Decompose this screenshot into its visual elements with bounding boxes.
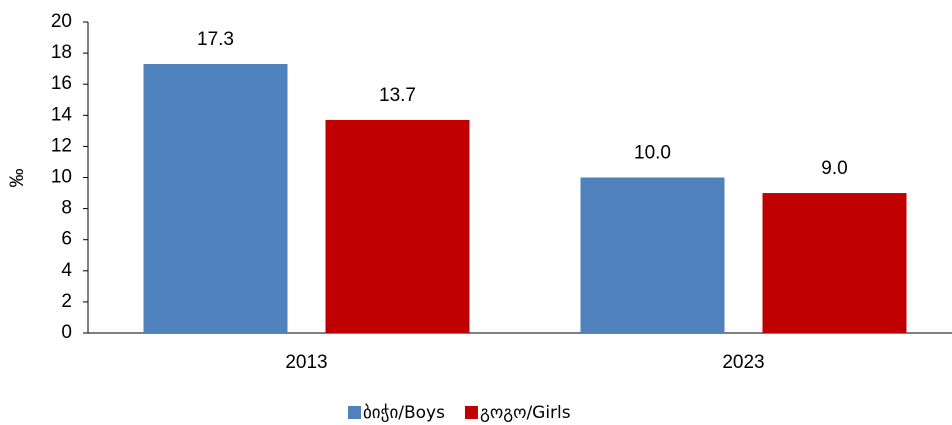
legend-text: ბიჭი/Boys	[363, 403, 445, 423]
bar	[143, 63, 288, 334]
y-axis-label: ‰	[7, 169, 28, 188]
bar	[580, 177, 725, 333]
y-tick-label: 12	[51, 135, 72, 156]
y-tick-label: 4	[61, 260, 72, 281]
legend-swatch	[464, 406, 478, 419]
data-label: 13.7	[379, 85, 416, 106]
y-tick-label: 8	[61, 198, 72, 219]
y-tick-label: 2	[61, 291, 72, 312]
bar	[762, 193, 907, 333]
data-label: 17.3	[197, 29, 234, 50]
y-tick-label: 20	[51, 11, 72, 32]
y-tick-label: 10	[51, 167, 72, 188]
y-tick-label: 14	[51, 104, 73, 125]
x-tick-label: 2013	[285, 352, 327, 373]
legend-text: გოგო/Girls	[480, 403, 571, 423]
bar	[325, 119, 470, 333]
y-tick-label: 16	[51, 73, 72, 94]
y-tick-label: 18	[51, 42, 72, 63]
legend-swatch	[348, 406, 361, 419]
data-label: 9.0	[821, 158, 847, 179]
y-tick-label: 6	[61, 229, 72, 250]
data-label: 10.0	[634, 143, 671, 164]
y-tick-label: 0	[61, 322, 72, 343]
x-tick-label: 2023	[722, 352, 764, 373]
